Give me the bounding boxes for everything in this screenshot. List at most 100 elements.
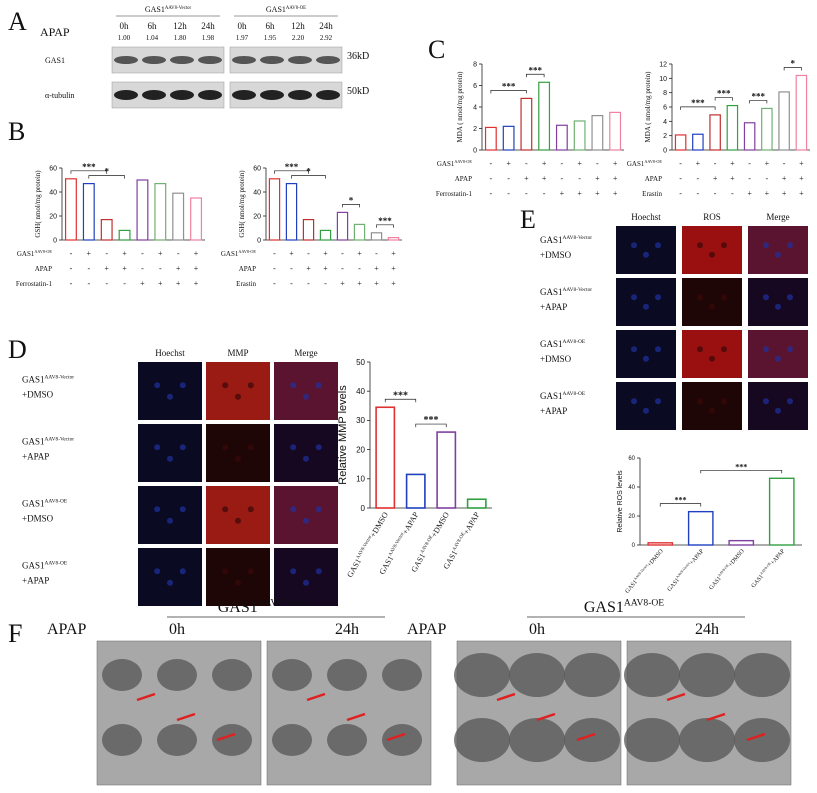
condition-sign: -	[731, 189, 734, 198]
y-axis-label: GSH( nmol/mg protein)	[238, 170, 246, 238]
protein-label: GAS1	[45, 56, 65, 65]
micrograph	[274, 362, 338, 420]
condition-sign: -	[273, 279, 276, 288]
condition-sign: +	[122, 249, 127, 258]
bar	[405, 473, 426, 509]
nucleus	[697, 294, 703, 301]
gene-name: GAS1	[145, 5, 165, 14]
nucleus	[179, 568, 186, 575]
condition-sign: -	[105, 249, 108, 258]
nucleus	[631, 242, 637, 249]
y-axis-label: MDA ( nmol/mg protein)	[456, 71, 464, 143]
mitochondrion	[679, 718, 735, 762]
treatment-label: APAP	[47, 621, 87, 638]
time-label: 0h	[238, 21, 248, 31]
condition-sign: +	[730, 174, 735, 183]
y-tick-label: 6	[663, 104, 667, 111]
row-label: GAS1AAV8-Vector	[540, 287, 592, 297]
mitochondrion	[509, 718, 565, 762]
nucleus	[167, 517, 173, 524]
micrograph	[138, 486, 202, 544]
nucleus	[247, 382, 254, 389]
y-tick-label: 2	[663, 133, 667, 140]
nucleus	[631, 398, 637, 405]
nucleus	[290, 506, 297, 513]
y-tick-label: 60	[253, 165, 261, 172]
micrograph	[682, 226, 742, 274]
condition-sign: -	[159, 264, 162, 273]
time-label: 24h	[201, 21, 215, 31]
condition-sign: +	[506, 159, 511, 168]
significance-label: *	[791, 58, 796, 68]
significance-label: ***	[717, 89, 731, 99]
arrow	[746, 732, 766, 742]
panel-letter: F	[8, 619, 22, 648]
condition-label: Erastin	[642, 190, 662, 198]
y-tick-label: 0	[663, 147, 667, 154]
blot-band	[232, 56, 256, 64]
significance-bracket	[700, 469, 783, 474]
condition-sign: -	[490, 159, 493, 168]
gene-name: GAS1	[540, 339, 563, 349]
nucleus	[721, 242, 727, 249]
condition-label: GAS1AAV8-OE	[221, 249, 257, 258]
size-label: 50kD	[347, 86, 369, 97]
bar	[375, 406, 396, 509]
condition-sign: -	[525, 159, 528, 168]
group-label: GAS1AAV8-Vector	[145, 5, 192, 14]
superscript: AAV8-OE	[34, 249, 52, 254]
significance-bracket	[384, 398, 417, 403]
nucleus	[235, 455, 241, 462]
mitochondrion	[564, 653, 620, 697]
micrograph	[616, 382, 676, 430]
blot-band	[288, 56, 312, 64]
bar	[647, 542, 674, 546]
significance-bracket	[70, 170, 108, 174]
condition-sign: -	[679, 174, 682, 183]
nucleus	[763, 398, 769, 405]
y-tick-label: 6	[473, 83, 477, 90]
condition-sign: +	[176, 264, 181, 273]
x-tick-label: GAS1AAV8-Vector+DMSO	[623, 547, 665, 595]
nucleus	[222, 506, 229, 513]
condition-sign: +	[194, 279, 199, 288]
column-header: Merge	[294, 348, 317, 358]
mitochondrion	[564, 718, 620, 762]
condition-sign: +	[194, 249, 199, 258]
nucleus	[709, 407, 715, 414]
bar	[484, 126, 497, 151]
condition-sign: +	[765, 189, 770, 198]
gene-name: GAS1	[437, 160, 455, 168]
superscript: AAV8-Vector	[165, 6, 192, 11]
significance-bracket	[490, 90, 527, 94]
superscript: AAV8-Vector	[563, 287, 593, 293]
nucleus	[721, 398, 727, 405]
micrograph	[616, 226, 676, 274]
significance-label: ***	[675, 496, 687, 505]
ratio-label: 1.00	[118, 34, 131, 42]
condition-sign: -	[141, 264, 144, 273]
nucleus	[167, 455, 173, 462]
condition-sign: -	[87, 264, 90, 273]
mitochondrion	[734, 653, 790, 697]
row-label: GAS1AAV8-Vector	[22, 436, 74, 446]
condition-sign: -	[578, 174, 581, 183]
condition-label: Ferrostatin-1	[436, 190, 473, 198]
condition-sign: +	[194, 264, 199, 273]
superscript: AAV8-OE	[45, 499, 68, 505]
arrow	[666, 692, 686, 702]
significance-bracket	[749, 100, 768, 104]
nucleus	[655, 294, 661, 301]
superscript: AAV8-Vector	[356, 534, 374, 560]
blot-band	[260, 56, 284, 64]
significance-bracket	[526, 73, 545, 78]
bar	[302, 219, 315, 241]
nucleus	[167, 579, 173, 586]
blot-band	[316, 90, 340, 100]
condition-sign: +	[542, 159, 547, 168]
nucleus	[697, 398, 703, 405]
y-tick-label: 50	[356, 358, 365, 367]
gene-name: GAS1	[345, 557, 363, 579]
gene-name: GAS1	[751, 574, 765, 589]
gene-name: GAS1	[17, 250, 35, 258]
